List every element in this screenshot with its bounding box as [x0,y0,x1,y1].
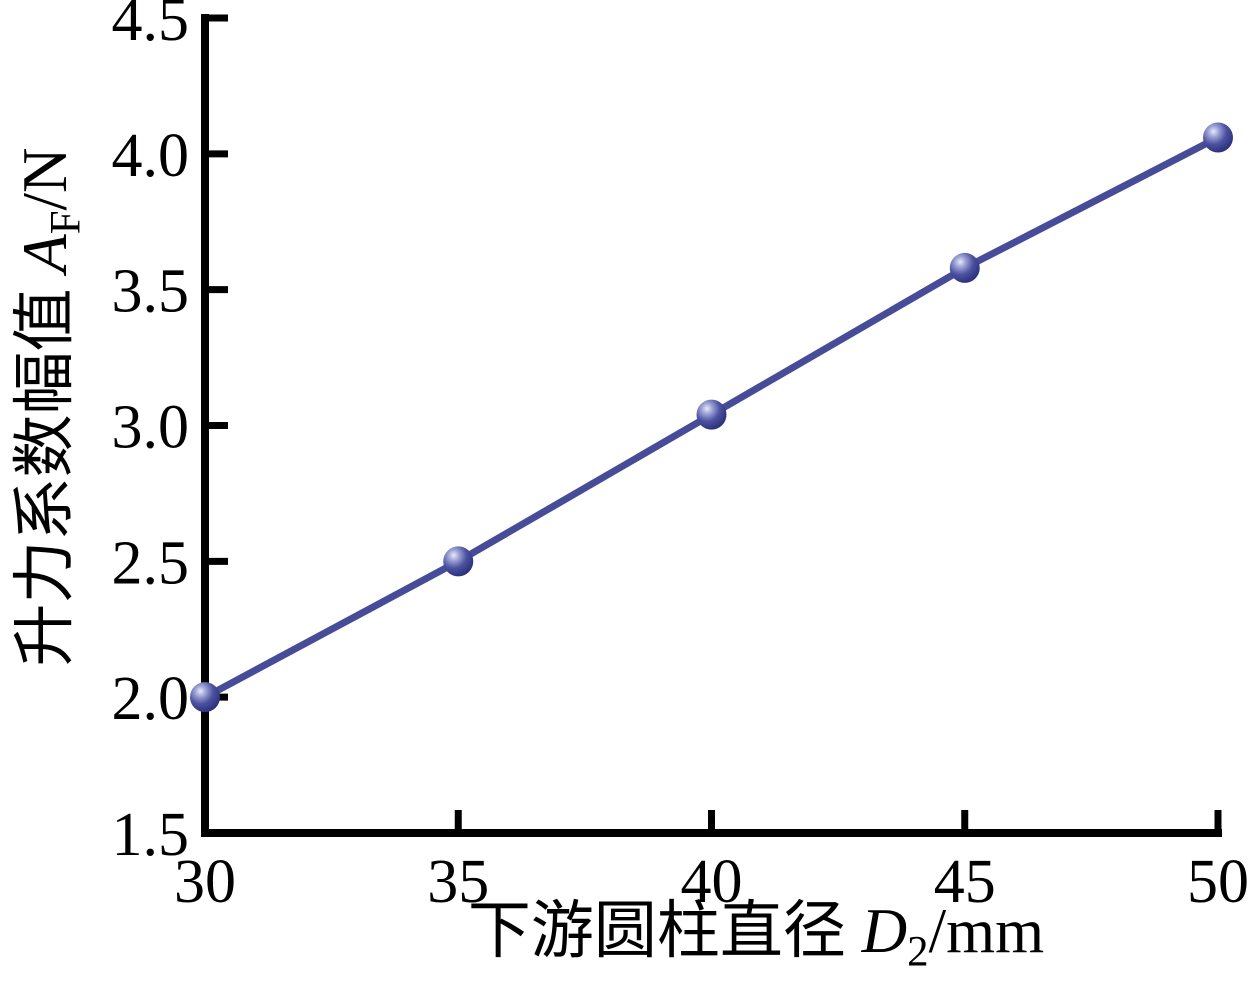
x-axis-variable: D [861,896,908,966]
y-axis-variable-subscript: F [42,210,90,235]
y-tick-label: 3.0 [112,394,190,462]
y-tick-label: 4.5 [112,0,190,54]
y-tick-label: 3.5 [112,258,190,326]
y-axis-variable: A [10,234,80,273]
x-axis-title: 下游圆柱直径 D2/mm [400,896,1112,974]
x-axis-variable-subscript: 2 [907,928,929,976]
y-axis-unit: /N [10,147,80,211]
y-tick-label: 1.5 [112,801,190,869]
x-tick-label: 35 [427,848,489,916]
data-point [1203,122,1233,153]
x-tick-label: 45 [934,848,996,916]
x-tick-label: 40 [681,848,743,916]
y-axis-title-text: 升力系数幅值 [10,272,80,667]
y-tick-label: 2.5 [112,529,190,597]
x-axis-unit: /mm [928,896,1045,966]
data-point [696,399,727,430]
data-point [443,546,474,577]
y-tick-label: 4.0 [112,122,190,190]
x-axis-title-text: 下游圆柱直径 [467,896,862,966]
y-tick-label: 2.0 [112,665,190,733]
y-axis-title: 升力系数幅值 AF/N [10,88,90,726]
x-tick-label: 50 [1187,848,1249,916]
data-point [190,682,220,713]
x-tick-label: 30 [174,848,236,916]
data-point [949,252,980,283]
